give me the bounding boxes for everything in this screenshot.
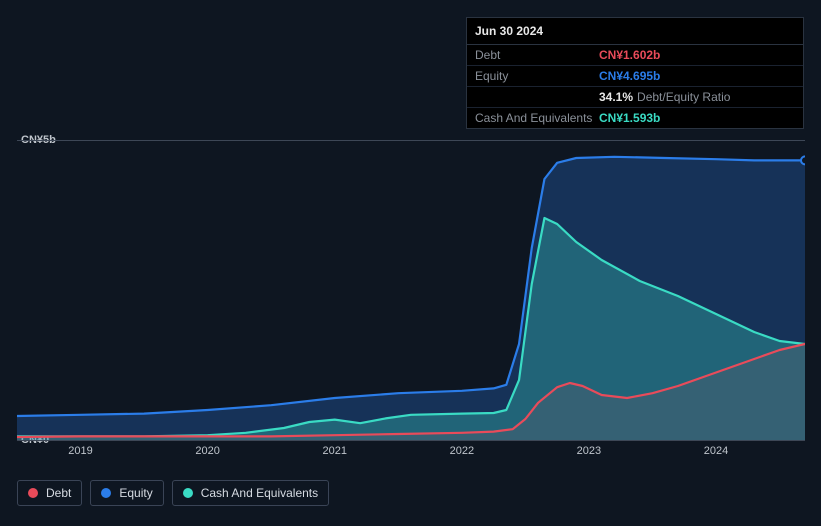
xtick: 2019 (68, 445, 92, 457)
xtick: 2022 (450, 445, 474, 457)
tooltip-value: CN¥4.695b (599, 69, 660, 83)
xtick: 2021 (322, 445, 346, 457)
legend-item-cash[interactable]: Cash And Equivalents (172, 480, 329, 506)
tooltip-label: Debt (475, 48, 599, 62)
tooltip-row-equity: Equity CN¥4.695b (467, 66, 803, 87)
tooltip-row-cash: Cash And Equivalents CN¥1.593b (467, 108, 803, 128)
xtick: 2020 (195, 445, 219, 457)
legend-swatch (28, 488, 38, 498)
x-axis: 2019 2020 2021 2022 2023 2024 (17, 445, 805, 465)
chart-tooltip: Jun 30 2024 Debt CN¥1.602b Equity CN¥4.6… (466, 17, 804, 129)
legend-label: Cash And Equivalents (201, 486, 318, 500)
tooltip-label (475, 90, 599, 104)
legend: Debt Equity Cash And Equivalents (17, 480, 329, 506)
legend-swatch (183, 488, 193, 498)
gridline-top (17, 140, 805, 141)
xtick: 2024 (704, 445, 728, 457)
tooltip-date: Jun 30 2024 (467, 18, 803, 45)
tooltip-label: Cash And Equivalents (475, 111, 599, 125)
tooltip-value: CN¥1.602b (599, 48, 660, 62)
legend-item-debt[interactable]: Debt (17, 480, 82, 506)
tooltip-row-ratio: 34.1% Debt/Equity Ratio (467, 87, 803, 108)
tooltip-row-debt: Debt CN¥1.602b (467, 45, 803, 66)
plot-area[interactable] (17, 140, 805, 440)
xtick: 2023 (577, 445, 601, 457)
legend-label: Equity (119, 486, 152, 500)
tooltip-label: Equity (475, 69, 599, 83)
tooltip-value: CN¥1.593b (599, 111, 660, 125)
ratio-suffix: Debt/Equity Ratio (637, 90, 730, 104)
chart-svg (17, 140, 805, 440)
gridline-bottom (17, 440, 805, 441)
legend-item-equity[interactable]: Equity (90, 480, 163, 506)
ratio-value: 34.1% (599, 90, 633, 104)
legend-swatch (101, 488, 111, 498)
chart-container: CN¥5b CN¥0 (15, 120, 805, 440)
legend-label: Debt (46, 486, 71, 500)
tooltip-value: 34.1% Debt/Equity Ratio (599, 90, 730, 104)
